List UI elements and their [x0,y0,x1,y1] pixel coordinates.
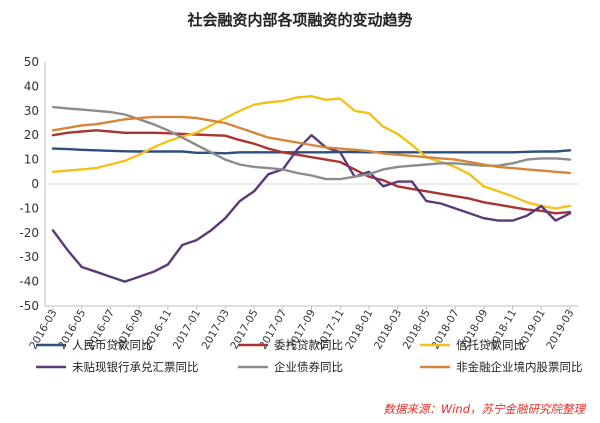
y-tick-label: -40 [19,275,39,289]
series-line-1 [51,147,572,155]
series-line-3 [51,94,572,210]
y-tick-label: 10 [24,153,39,167]
source-note: 数据来源：Wind，苏宁金融研究院整理 [383,402,586,416]
series-line-2 [51,129,572,215]
y-tick-label: 40 [24,79,39,93]
x-tick-label: 2017-01 [171,308,203,352]
x-tick-label: 2019-03 [544,308,576,352]
y-tick-label: -10 [19,201,39,215]
x-tick-label: 2017-03 [200,308,232,352]
legend-label-4: 未贴现银行承兑汇票同比 [72,360,199,374]
y-tick-label: -20 [19,226,39,240]
y-tick-label: -30 [19,250,39,264]
x-tick-label: 2018-03 [372,308,404,352]
legend-label-6: 非金融企业境内股票同比 [456,360,583,374]
legend-label-1: 人民币贷款同比 [72,338,153,352]
y-tick-label: 20 [24,128,39,142]
legend-label-3: 信托贷款同比 [456,338,525,352]
legend-label-2: 委托贷款同比 [274,338,343,352]
y-tick-label: -50 [19,299,39,313]
x-tick-label: 2018-01 [343,308,375,352]
y-tick-label: 30 [24,104,39,118]
series-line-6 [51,115,572,175]
y-axis: -50 -40 -30 -20 -10 0 10 20 30 40 50 [19,55,578,313]
y-tick-label: 0 [31,177,39,191]
legend-label-5: 企业债券同比 [274,360,343,374]
series-line-4 [51,133,572,283]
chart-title: 社会融资内部各项融资的变动趋势 [186,11,412,29]
series-lines [51,94,572,283]
y-tick-label: 50 [24,55,39,69]
